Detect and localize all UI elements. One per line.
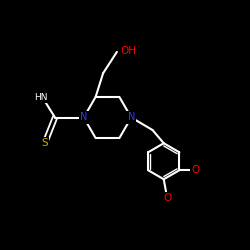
Text: HN: HN xyxy=(34,92,48,102)
Text: N: N xyxy=(128,112,135,122)
Text: OH: OH xyxy=(120,46,136,56)
Text: O: O xyxy=(192,165,200,175)
Text: N: N xyxy=(80,112,88,122)
Text: O: O xyxy=(163,193,172,203)
Text: S: S xyxy=(42,138,48,148)
